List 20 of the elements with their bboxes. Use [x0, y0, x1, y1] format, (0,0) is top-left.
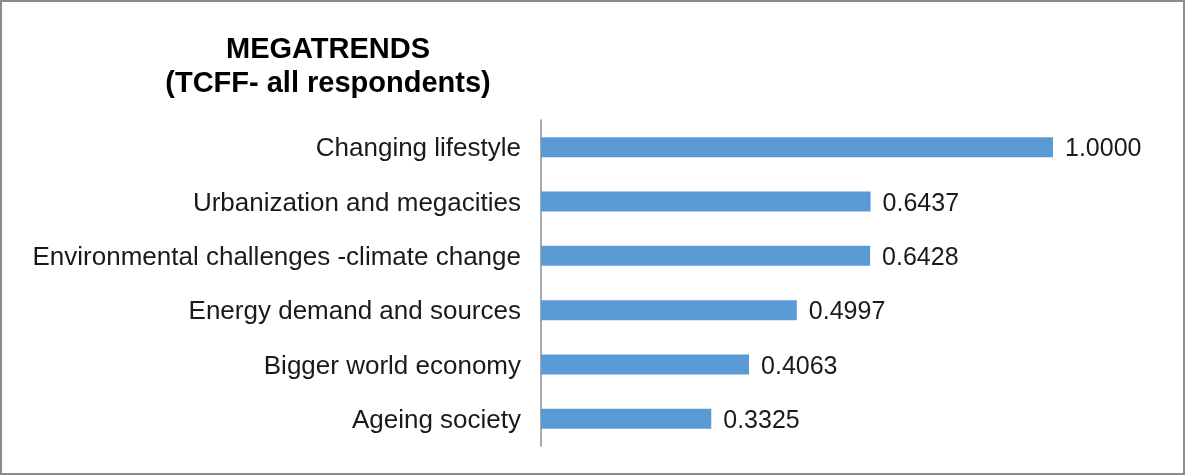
- chart-subtitle: (TCFF- all respondents): [165, 65, 491, 98]
- bar: [541, 137, 1053, 158]
- bar: [541, 408, 712, 429]
- y-tick-label: Urbanization and megacities: [192, 186, 521, 217]
- y-tick-label: Ageing society: [351, 403, 521, 434]
- y-tick-label: Environmental challenges -climate change: [32, 240, 521, 271]
- data-label: 0.6428: [882, 241, 959, 270]
- chart-title: MEGATRENDS: [225, 31, 431, 64]
- data-label: 0.3325: [723, 404, 800, 433]
- bar: [541, 300, 797, 321]
- data-label: 1.0000: [1065, 133, 1142, 162]
- data-label: 0.4997: [808, 296, 886, 325]
- bar: [541, 245, 871, 266]
- y-tick-label: Bigger world economy: [263, 349, 521, 380]
- data-label: 0.6437: [882, 187, 960, 216]
- y-tick-label: Changing lifestyle: [315, 132, 521, 163]
- y-tick-label: Energy demand and sources: [188, 295, 521, 326]
- data-label: 0.4063: [761, 350, 838, 379]
- bar: [541, 191, 871, 212]
- bar: [541, 354, 750, 375]
